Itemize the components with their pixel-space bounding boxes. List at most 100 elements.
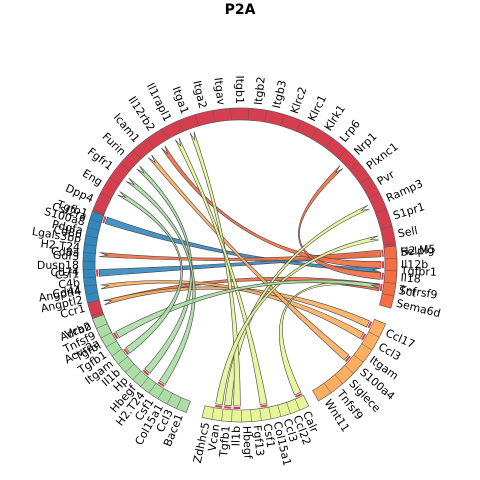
sector-tick [325,138,333,149]
chord-link [161,145,382,269]
sector-label: Cd86 [52,223,83,241]
chord-link-foot [381,272,384,280]
sector-label: Fgf13 [250,424,266,456]
sector-tick [334,374,343,384]
sector-tick [132,149,142,160]
chord-links [96,131,384,410]
sector-label: Cd44 [52,284,82,301]
sector-tick [166,393,173,405]
sector-label: Itgb3 [270,79,289,110]
sector-label: Cd74 [50,265,79,279]
sector-label: Il12b [401,258,428,271]
sector-tick [87,227,100,231]
chart-title: P2A [225,2,256,18]
chord-link [215,235,379,406]
sector-tick [194,114,199,127]
sector-tick [264,110,267,123]
sector-tick [83,252,96,254]
chord-link [136,165,193,374]
sector-tick [106,340,117,348]
sector-label: Itgav [211,77,227,107]
sector-label: Vcan [206,423,223,452]
sector-tick [311,128,318,139]
sector-tick [296,120,302,132]
sector-tick [89,219,102,224]
sector-tick [375,208,387,214]
sector-label: Itga1 [170,85,192,116]
sector-tick [221,408,224,421]
chord-link-foot [123,348,130,356]
sector-tick [91,311,103,316]
sector-tick [323,383,332,394]
sector-label: Dusp18 [37,259,79,272]
sector-label: Pdgfa [51,218,84,237]
sector-label: Cd8a [51,245,80,260]
sector-label: C4b [58,276,81,291]
chord-link-foot [102,216,107,224]
chord-link-foot [142,369,150,376]
sector-tick [338,149,347,159]
sector-label: Eng [80,167,105,189]
sector-tick [132,370,142,380]
sector-tick [230,108,232,121]
sector-label: Hbegf [240,426,254,461]
chord-link [117,191,183,354]
sector-tick [247,108,249,121]
sector-label: Itgb2 [252,76,268,106]
sector-tick [85,292,98,295]
sector-tick [146,138,155,149]
chord-link-foot [294,393,303,398]
sector-label: Csf1 [261,423,278,449]
sector-green [92,314,191,413]
sector-tick [383,281,396,284]
sector-tick [353,354,364,363]
sector-tick [148,383,157,394]
sector-tick [83,276,96,279]
sector-tick [361,343,373,351]
sector-tick [231,409,233,422]
sector-tick [286,402,291,414]
sector-tick [368,192,380,199]
chord-link-foot [379,284,383,292]
sector-tick [84,284,97,287]
sector-label: H2.T24 [40,237,81,254]
sector-label: Tgfbr1 [400,264,438,278]
sector-tick [359,176,371,184]
sector-tick [384,258,397,260]
sector-label: Gdf3 [53,249,80,263]
sector-tick [85,235,98,239]
sector-tick [250,409,252,422]
sector-tick [100,332,112,339]
sector-tick [109,177,120,185]
sector-tick [100,192,112,199]
sector-tick [280,114,285,126]
sector-label: Il18 [400,271,421,286]
sector-tick [118,356,128,365]
chord-link-foot [344,355,351,363]
sector-tick [382,293,394,297]
sector-label: Itga2 [190,79,209,110]
sector-tick [111,348,122,357]
chord-link-foot [113,332,119,340]
sector-tick [380,225,393,230]
sector-tick [368,331,380,338]
sector-label: Sell [397,224,419,241]
sector-tick [140,377,149,387]
chord-link-foot [157,381,165,388]
sector-tick [294,398,300,411]
sector-tick [157,388,165,399]
sector-tick [212,110,216,123]
sector-label: Sct [398,284,418,300]
chord-link-foot [260,404,268,408]
sector-amber [312,318,386,402]
chord-link [175,137,268,405]
chord-sectors [82,107,398,423]
sector-label: Itgb1 [233,75,246,104]
sector-tick [383,243,396,246]
sector-tick [349,162,360,171]
sector-label: S1pr1 [391,200,426,222]
sector-tick [125,363,135,373]
sector-tick [176,397,182,409]
sector-label: Pvr [375,168,397,188]
